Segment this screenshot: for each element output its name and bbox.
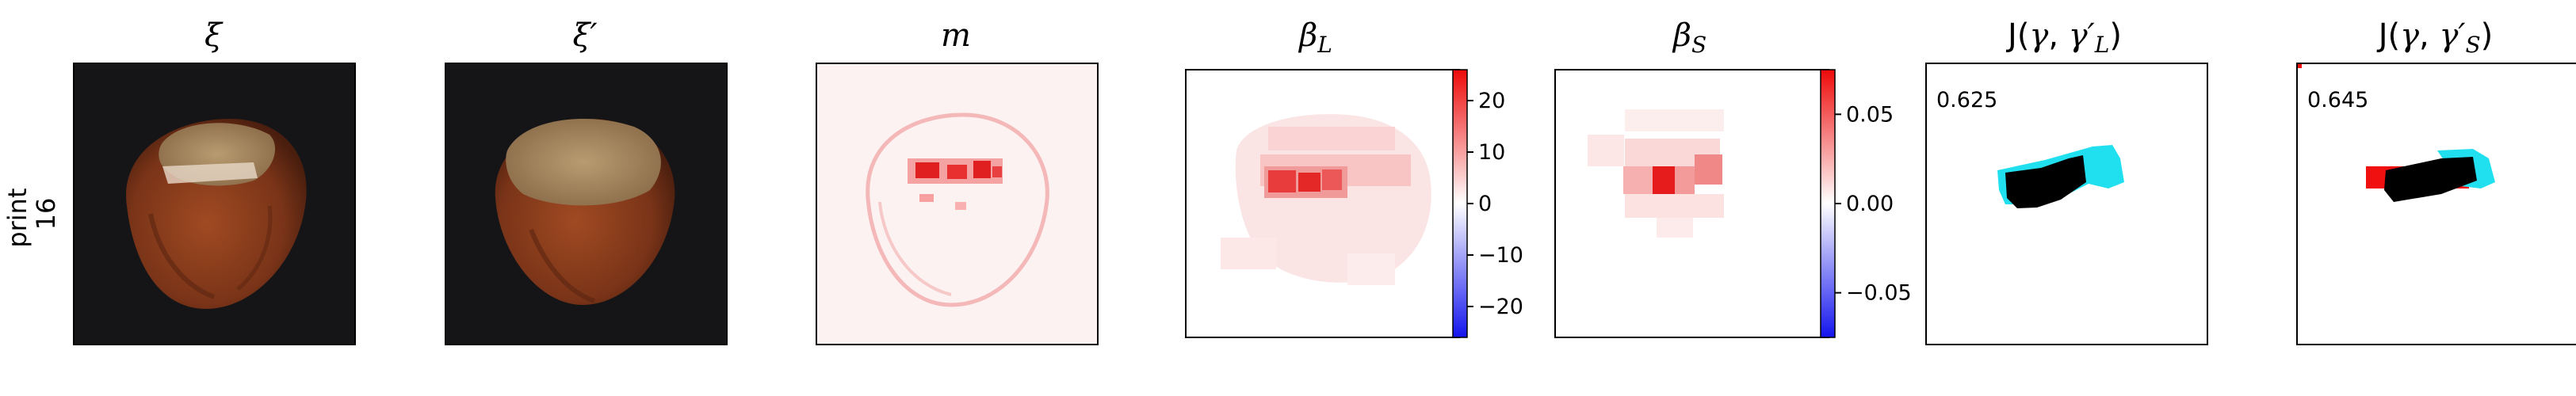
panel-title-xi: ξ bbox=[204, 17, 224, 54]
colorbar-tick-label: 20 bbox=[1478, 89, 1505, 113]
segmentation-overlay bbox=[1997, 145, 2124, 208]
panel-title-j-l: J(γ, γ′L) bbox=[2005, 17, 2122, 58]
colorbar-tick-label: 0.05 bbox=[1846, 102, 1894, 127]
iou-score: 0.645 bbox=[2307, 88, 2368, 112]
panel-xi: ξ bbox=[73, 17, 356, 345]
colorbar-tick-label: −20 bbox=[1478, 295, 1523, 319]
panel-j-l: J(γ, γ′L) 0.625 bbox=[1925, 17, 2208, 345]
panel-frame bbox=[816, 63, 1099, 345]
panel-title-m: m bbox=[941, 17, 971, 54]
colorbar-tick-label: 10 bbox=[1478, 140, 1505, 165]
colorbar-tick-label: 0.00 bbox=[1846, 192, 1894, 216]
colorbar-beta-s: 0.05 0.00 −0.05 bbox=[1820, 69, 1912, 338]
corner-marker bbox=[2297, 63, 2302, 68]
colorbar-gradient bbox=[1820, 69, 1836, 338]
panel-m: m bbox=[816, 17, 1099, 345]
panel-frame bbox=[1925, 63, 2208, 345]
panel-title-beta-l: βL bbox=[1298, 17, 1332, 58]
hazelnut-image bbox=[126, 119, 307, 309]
segmentation-overlay bbox=[2366, 149, 2495, 202]
panel-frame bbox=[2296, 63, 2576, 345]
colorbar-tick-label: 0 bbox=[1478, 192, 1492, 216]
overlay-background bbox=[2297, 63, 2576, 345]
panel-frame bbox=[445, 63, 728, 345]
row-label: print 16 bbox=[2, 180, 61, 247]
colorbar-beta-l: 20 10 0 −10 −20 bbox=[1452, 69, 1523, 338]
hazelnut-image bbox=[495, 119, 675, 305]
panel-title-beta-s: βS bbox=[1672, 17, 1707, 58]
panel-frame bbox=[73, 63, 356, 345]
colorbar-tick-label: −10 bbox=[1478, 243, 1523, 268]
panel-title-j-s: J(γ, γ′S) bbox=[2376, 17, 2494, 58]
panel-title-xi-prime: ξ′ bbox=[572, 17, 597, 54]
iou-score: 0.625 bbox=[1936, 88, 1997, 112]
panel-beta-s: βS 0.05 0.00 −0.05 bbox=[1554, 17, 1912, 338]
beta-s-heatmap bbox=[1588, 109, 1724, 238]
colorbar-gradient bbox=[1452, 69, 1468, 338]
mask-heatmap bbox=[866, 112, 1049, 307]
overlay-background bbox=[1926, 63, 2207, 345]
colorbar-tick-label: −0.05 bbox=[1846, 281, 1912, 306]
beta-l-heatmap bbox=[1221, 114, 1431, 285]
panel-xi-prime: ξ′ bbox=[445, 17, 728, 345]
panel-j-s: J(γ, γ′S) 0.645 bbox=[2296, 17, 2576, 345]
panel-beta-l: βL 20 10 0 −10 −20 bbox=[1185, 17, 1523, 338]
